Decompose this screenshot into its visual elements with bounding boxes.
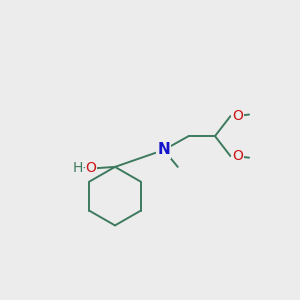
Text: -: - xyxy=(82,161,87,176)
Text: H: H xyxy=(73,161,83,176)
Text: O: O xyxy=(232,149,243,163)
Text: O: O xyxy=(232,109,243,123)
Text: O: O xyxy=(85,161,96,176)
Text: N: N xyxy=(158,142,170,158)
